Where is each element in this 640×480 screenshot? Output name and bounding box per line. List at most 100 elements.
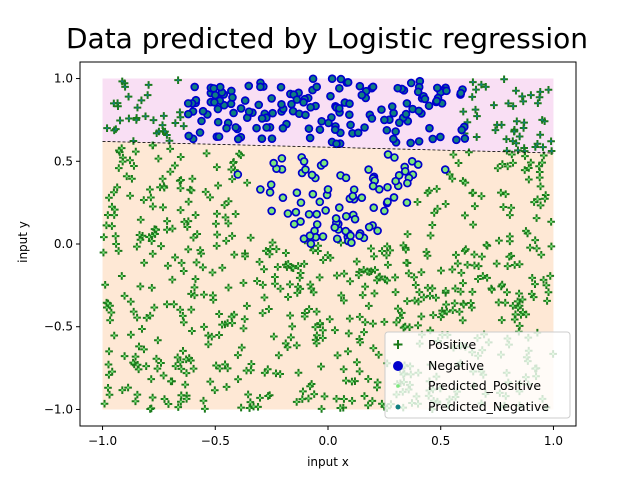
predicted-positive-point [250,362,253,366]
predicted-positive-point [381,208,387,214]
predicted-positive-point [467,151,471,154]
predicted-negative-point [494,128,497,132]
predicted-positive-point [298,276,301,280]
predicted-negative-point [393,128,399,135]
x-tick-label: −0.5 [201,434,230,448]
predicted-positive-point [426,191,429,195]
predicted-positive-point [142,348,146,351]
predicted-positive-point [385,279,389,282]
predicted-positive-point [181,314,185,318]
predicted-positive-point [361,293,364,297]
predicted-negative-point [246,83,252,89]
predicted-positive-point [161,206,165,209]
predicted-positive-point [125,175,128,178]
predicted-positive-point [311,249,315,252]
predicted-negative-point [541,145,545,149]
predicted-positive-point [211,294,215,297]
predicted-negative-point [288,101,295,107]
predicted-positive-point [528,246,532,249]
predicted-negative-point [408,140,414,146]
predicted-negative-point [333,141,340,147]
predicted-positive-point [263,296,266,299]
predicted-positive-point [377,353,380,356]
predicted-positive-point [130,177,134,180]
predicted-positive-point [315,342,318,345]
predicted-negative-point [466,121,469,124]
predicted-positive-point [203,407,207,411]
predicted-positive-point [393,276,397,279]
predicted-negative-point [511,104,515,108]
predicted-positive-point [400,311,403,315]
predicted-positive-point [433,211,436,215]
predicted-negative-point [155,132,158,135]
predicted-positive-point [287,262,290,266]
predicted-positive-point [321,258,325,262]
predicted-positive-point [511,304,515,307]
predicted-positive-point [179,186,182,190]
x-axis-label: input x [307,455,349,469]
predicted-positive-point [184,358,188,361]
predicted-positive-point [485,276,489,280]
legend: Positive Negative Predicted_Positive Pre… [384,331,571,419]
predicted-positive-point [106,386,110,390]
predicted-positive-point [262,268,266,271]
predicted-positive-point [258,396,262,400]
predicted-negative-point [280,125,286,131]
predicted-positive-point [312,392,316,396]
predicted-negative-point [174,121,177,125]
predicted-positive-point [139,238,142,241]
predicted-positive-point [453,302,456,305]
predicted-negative-point [229,94,236,101]
predicted-negative-point [329,76,335,82]
predicted-negative-point [269,136,275,142]
predicted-positive-point [384,199,391,205]
predicted-positive-point [549,274,552,278]
predicted-positive-point [182,269,185,273]
predicted-positive-point [476,277,480,281]
predicted-positive-point [420,315,423,318]
predicted-positive-point [216,184,220,187]
predicted-positive-point [183,220,186,224]
predicted-positive-point [263,371,266,375]
predicted-positive-point [150,286,154,289]
predicted-positive-point [296,264,300,268]
predicted-positive-point [348,280,352,283]
predicted-positive-point [436,207,439,210]
predicted-negative-point [182,124,185,128]
decision-boundary-line [102,141,554,154]
predicted-negative-point [471,80,475,84]
predicted-positive-point [171,227,174,230]
predicted-positive-point [426,286,429,289]
predicted-positive-point [508,255,511,258]
predicted-negative-point [228,88,234,94]
predicted-positive-point [249,236,252,239]
predicted-positive-point [268,253,271,256]
predicted-positive-point [240,346,243,349]
predicted-positive-point [126,386,130,389]
predicted-positive-point [500,318,503,322]
predicted-positive-point [321,336,325,340]
predicted-positive-point [165,219,169,223]
predicted-positive-point [204,190,207,194]
predicted-positive-point [471,290,474,294]
predicted-positive-point [266,394,270,398]
predicted-negative-point [211,85,217,91]
predicted-negative-point [300,99,307,105]
predicted-positive-point [471,191,475,194]
predicted-positive-point [310,191,316,197]
predicted-positive-point [549,220,553,223]
predicted-positive-point [301,158,307,165]
predicted-positive-point [230,234,234,238]
predicted-positive-point [540,161,544,164]
predicted-positive-point [157,157,160,160]
predicted-positive-point [106,213,110,217]
predicted-positive-point [441,312,444,315]
predicted-positive-point [202,293,206,296]
predicted-positive-point [271,160,277,166]
predicted-positive-point [380,249,384,253]
predicted-positive-point [371,399,374,403]
y-tick-label: 0.0 [54,237,73,251]
predicted-positive-point [370,183,376,189]
predicted-positive-point [138,233,141,237]
predicted-positive-point [376,381,379,384]
